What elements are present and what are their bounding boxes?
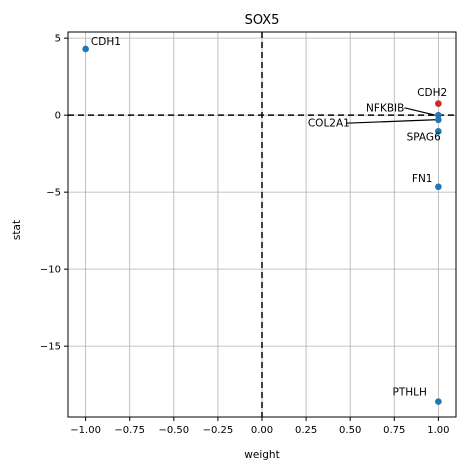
x-ticks: −1.00 −0.75 −0.50 −0.25 0.00 0.25 0.50 0.75 1.00: [70, 417, 449, 436]
point-fn1: [435, 183, 442, 191]
y-ticks: 5 0 −5 −10 −15: [40, 34, 68, 353]
y-tick-label: −5: [46, 188, 61, 199]
y-tick-label: −10: [40, 265, 61, 276]
point-spag6: [435, 128, 442, 135]
label-col2a1: COL2A1: [308, 118, 350, 130]
point-nfkbib: [435, 111, 442, 119]
x-tick-label: −0.75: [114, 425, 145, 436]
reference-lines: [68, 32, 456, 417]
y-tick-label: −15: [40, 342, 61, 353]
y-tick-label: 5: [55, 34, 61, 45]
label-cdh2: CDH2: [417, 87, 447, 99]
point-cdh2: [435, 100, 442, 107]
label-spag6: SPAG6: [407, 132, 441, 144]
point-labels: CDH1 CDH2 NFKBIB COL2A1 SPAG6 FN1 PTHLH: [91, 36, 447, 398]
x-axis-label: weight: [244, 449, 279, 461]
x-tick-label: 0.25: [295, 425, 317, 436]
x-tick-label: 1.00: [427, 425, 449, 436]
label-pthlh: PTHLH: [393, 386, 427, 398]
point-pthlh: [435, 398, 442, 405]
data-points: [82, 45, 442, 405]
y-tick-label: 0: [55, 111, 61, 122]
x-tick-label: −0.50: [158, 425, 189, 436]
x-tick-label: 0.00: [251, 425, 273, 436]
arrow-nfkbib: [404, 107, 436, 116]
x-tick-label: −1.00: [70, 425, 101, 436]
arrow-col2a1: [346, 119, 436, 124]
x-tick-label: 0.75: [383, 425, 405, 436]
y-axis-label: stat: [11, 220, 23, 240]
label-fn1: FN1: [412, 173, 433, 185]
label-arrows: [346, 107, 436, 124]
x-tick-label: −0.25: [203, 425, 234, 436]
point-cdh1: [82, 45, 89, 53]
label-nfkbib: NFKBIB: [366, 102, 404, 114]
x-tick-label: 0.50: [339, 425, 361, 436]
chart-title: SOX5: [245, 13, 280, 28]
label-cdh1: CDH1: [91, 36, 121, 48]
point-col2a1: [435, 116, 442, 124]
